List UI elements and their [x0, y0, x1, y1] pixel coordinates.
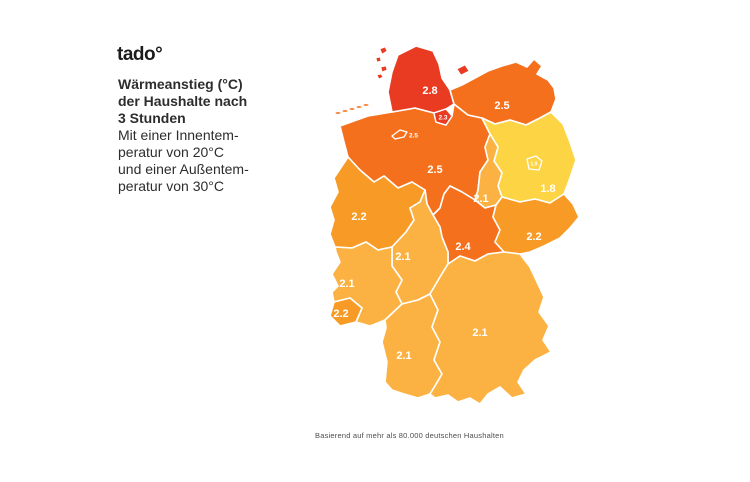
value-schleswig-holstein: 2.8 [422, 85, 437, 97]
state-bremen [391, 129, 408, 140]
value-baden-wuerttemberg: 2.1 [396, 350, 411, 362]
fehmarn-island [456, 64, 470, 76]
value-saarland: 2.2 [333, 308, 348, 320]
title-block: Wärmeanstieg (°C) der Haushalte nach 3 S… [118, 76, 288, 195]
value-mecklenburg-vorpommern: 2.5 [494, 100, 509, 112]
subtitle-line: Mit einer Innentem- [118, 127, 239, 143]
state-schleswig-holstein [387, 45, 455, 114]
east-frisian-islands [334, 111, 342, 115]
title-line: der Haushalte nach [118, 93, 248, 109]
value-sachsen-anhalt: 2.1 [473, 193, 488, 205]
state-saarland [330, 297, 363, 327]
islands [334, 46, 470, 115]
source-note: Basierend auf mehr als 80.000 deutschen … [315, 431, 504, 440]
value-hessen: 2.1 [395, 251, 410, 263]
value-niedersachsen: 2.5 [427, 164, 442, 176]
tado-logo: tado° [117, 44, 163, 65]
germany-choropleth-map: 2.8 2.3 2.5 2.5 2.5 1.9 1.8 2.1 2.2 2.1 … [330, 45, 580, 405]
value-bayern: 2.1 [472, 327, 487, 339]
east-frisian-islands [348, 107, 356, 111]
value-thueringen: 2.4 [455, 241, 471, 253]
east-frisian-islands [341, 109, 349, 113]
value-nordrhein-westfalen: 2.2 [351, 211, 366, 223]
north-frisian-islands [376, 73, 384, 80]
north-frisian-islands [380, 65, 388, 73]
state-hamburg [433, 108, 453, 126]
value-brandenburg: 1.8 [540, 183, 555, 195]
value-bremen: 2.5 [409, 132, 418, 139]
north-frisian-islands [379, 46, 388, 55]
east-frisian-islands [355, 105, 363, 109]
east-frisian-islands [362, 103, 370, 107]
title-line: Wärmeanstieg (°C) [118, 76, 243, 92]
value-labels: 2.8 2.3 2.5 2.5 2.5 1.9 1.8 2.1 2.2 2.1 … [333, 85, 555, 362]
state-berlin [526, 155, 543, 171]
state-sachsen [492, 193, 580, 255]
value-hamburg: 2.3 [438, 114, 447, 121]
title-line: 3 Stunden [118, 110, 186, 126]
subtitle-line: peratur von 30°C [118, 178, 224, 194]
value-rheinland-pfalz: 2.1 [339, 278, 354, 290]
subtitle-line: peratur von 20°C [118, 144, 224, 160]
state-bayern [429, 251, 552, 405]
state-shapes [330, 45, 580, 405]
subtitle-line: und einer Außentem- [118, 161, 249, 177]
value-sachsen: 2.2 [526, 231, 541, 243]
north-frisian-islands [375, 56, 382, 63]
value-berlin: 1.9 [531, 162, 538, 168]
